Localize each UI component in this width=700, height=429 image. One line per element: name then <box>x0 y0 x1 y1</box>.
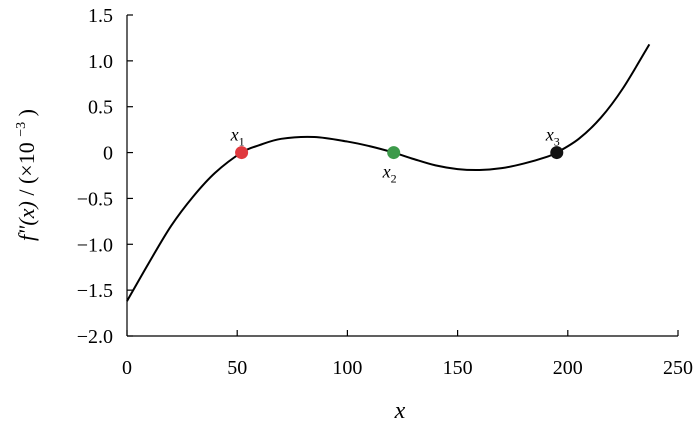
x-tick-label: 150 <box>443 357 473 379</box>
y-tick-label: 0.5 <box>88 97 113 119</box>
point-x1 <box>235 146 249 160</box>
y-ticks: 1.5 1.0 0.5 0 −0.5 −1.0 −1.5 −2.0 <box>77 5 133 348</box>
point-label-sub: 3 <box>554 135 560 149</box>
point-label-main: x <box>545 125 554 145</box>
point-label-x2: x2 <box>382 162 397 186</box>
point-label-main: x <box>230 125 239 145</box>
x-tick-label: 0 <box>122 357 132 379</box>
x-ticks: 0 50 100 150 200 250 <box>122 330 693 379</box>
y-tick-label: −0.5 <box>77 188 113 210</box>
y-tick-label: −1.5 <box>77 280 113 302</box>
x-tick-label: 250 <box>663 357 693 379</box>
x-axis-title: x <box>394 398 406 424</box>
point-label-x3: x3 <box>545 125 560 149</box>
point-x2 <box>387 146 401 160</box>
x-tick-label: 50 <box>227 357 247 379</box>
y-axis-title-close: ) <box>14 109 39 116</box>
y-axis-title-unit: / (×10 <box>14 142 39 195</box>
x-tick-label: 100 <box>332 357 362 379</box>
x-tick-label: 200 <box>553 357 583 379</box>
point-label-sub: 2 <box>391 172 397 186</box>
y-axis-title-main: f"(x) <box>14 201 39 241</box>
y-tick-label: −2.0 <box>77 326 113 348</box>
point-x3 <box>550 146 564 160</box>
y-tick-label: 1.5 <box>88 5 113 27</box>
y-axis-title-exp: −3 <box>14 122 29 137</box>
point-label-main: x <box>382 162 391 182</box>
y-tick-label: 0 <box>103 143 113 165</box>
y-tick-label: 1.0 <box>88 51 113 73</box>
y-axis-title: f"(x) / (×10 −3 ) <box>5 109 39 241</box>
axes <box>126 15 678 337</box>
point-label-x1: x1 <box>230 125 245 149</box>
point-label-sub: 1 <box>239 135 245 149</box>
y-tick-label: −1.0 <box>77 234 113 256</box>
